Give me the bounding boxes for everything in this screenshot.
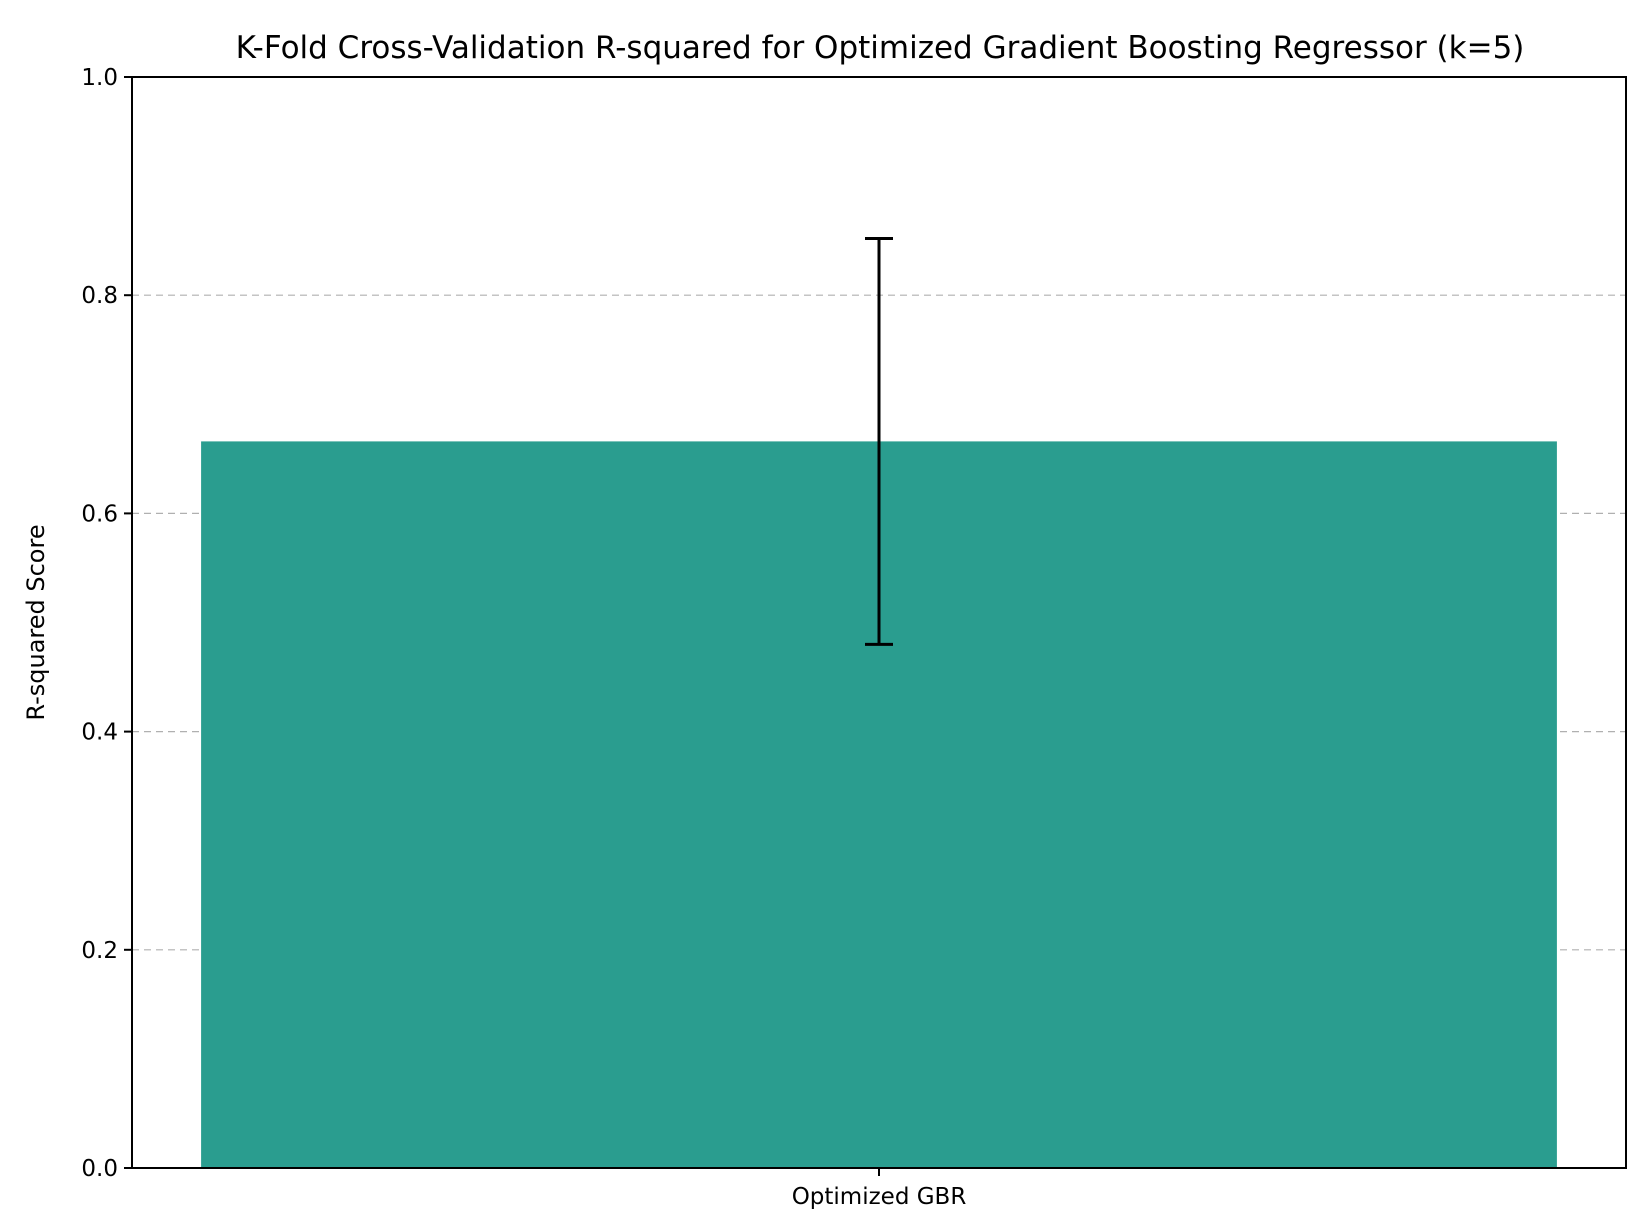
- y-tick-label: 0.4: [81, 720, 118, 746]
- error-bars: [865, 236, 893, 646]
- x-tick-label: Optimized GBR: [792, 1184, 967, 1210]
- y-tick-label: 0.8: [81, 283, 118, 309]
- y-tick-label: 0.2: [81, 938, 118, 964]
- y-axis-label: R-squared Score: [22, 524, 50, 720]
- x-axis: Optimized GBR: [792, 1168, 967, 1210]
- y-axis: 0.0 0.2 0.4 0.6 0.8 1.0: [81, 65, 132, 1182]
- y-tick-label: 0.6: [81, 501, 118, 527]
- chart-title: K-Fold Cross-Validation R-squared for Op…: [236, 30, 1525, 66]
- y-tick-label: 0.0: [81, 1156, 118, 1182]
- y-tick-label: 1.0: [81, 65, 118, 91]
